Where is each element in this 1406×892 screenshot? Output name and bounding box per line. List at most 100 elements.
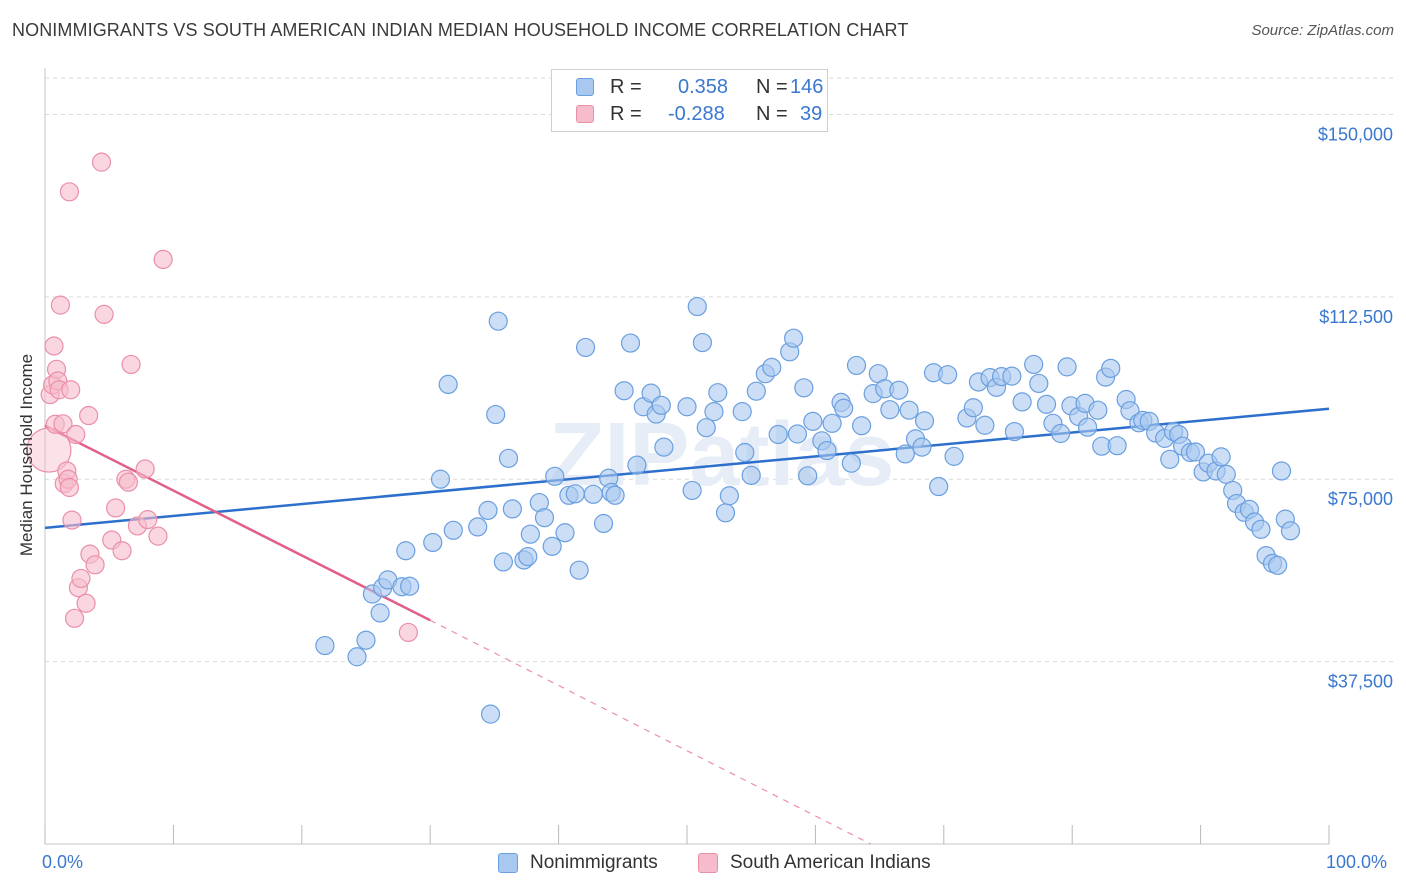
point-nonimmigrants — [1216, 464, 1236, 484]
point-nonimmigrants — [1057, 357, 1077, 377]
trend-line-nonimmigrants — [44, 407, 1330, 530]
point-nonimmigrants — [1185, 442, 1206, 462]
legend-r-value: -0.288 — [668, 103, 725, 125]
point-nonimmigrants — [480, 704, 501, 724]
legend-r-value: 0.358 — [678, 76, 729, 98]
point-nonimmigrants — [768, 424, 788, 445]
point-nonimmigrants — [1078, 417, 1098, 437]
source-label: Source: ZipAtlas.com — [1251, 22, 1394, 39]
point-nonimmigrants — [1012, 392, 1032, 412]
point-nonimmigrants — [502, 499, 522, 519]
point-nonimmigrants — [715, 503, 736, 523]
point-nonimmigrants — [687, 296, 707, 317]
point-nonimmigrants — [1036, 394, 1057, 414]
point-nonimmigrants — [963, 398, 983, 418]
point-nonimmigrants — [914, 411, 935, 431]
y-tick-label: $112,500 — [1319, 307, 1393, 327]
point-nonimmigrants — [534, 508, 555, 528]
point-nonimmigrants — [347, 647, 367, 667]
point-nonimmigrants — [1251, 519, 1271, 539]
point-nonimmigrants — [822, 413, 842, 433]
bottom-legend-swatch-pink — [698, 853, 718, 873]
point-south-american-indians — [112, 541, 132, 561]
point-nonimmigrants — [944, 446, 964, 466]
point-nonimmigrants — [817, 440, 837, 461]
point-south-american-indians — [62, 510, 82, 530]
point-nonimmigrants — [518, 546, 538, 567]
point-nonimmigrants — [708, 383, 728, 403]
point-nonimmigrants — [315, 635, 335, 656]
point-nonimmigrants — [583, 484, 603, 504]
point-nonimmigrants — [1002, 366, 1022, 386]
y-tick-label: $75,000 — [1328, 489, 1393, 509]
point-nonimmigrants — [929, 476, 949, 497]
legend-swatch-pink — [576, 105, 594, 123]
point-nonimmigrants — [852, 416, 872, 436]
point-nonimmigrants — [899, 400, 919, 420]
point-nonimmigrants — [488, 311, 508, 331]
point-nonimmigrants — [1088, 400, 1108, 420]
point-nonimmigrants — [895, 444, 915, 464]
point-south-american-indians — [66, 424, 86, 445]
point-nonimmigrants — [696, 418, 716, 438]
point-south-american-indians — [53, 414, 73, 434]
point-nonimmigrants — [555, 523, 575, 543]
chart-title: NONIMMIGRANTS VS SOUTH AMERICAN INDIAN M… — [12, 20, 909, 40]
y-tick-label: $37,500 — [1328, 672, 1393, 692]
point-nonimmigrants — [692, 332, 713, 353]
y-tick-labels: $37,500 $75,000 $112,500 $150,000 — [1318, 124, 1393, 691]
legend-n-label: N = — [756, 103, 788, 125]
point-nonimmigrants — [1029, 373, 1049, 394]
x-tick-label-min: 0.0% — [42, 852, 84, 872]
point-south-american-indians — [85, 555, 105, 575]
point-nonimmigrants — [975, 415, 995, 435]
point-nonimmigrants — [654, 437, 674, 457]
bottom-legend-label: Nonimmigrants — [530, 852, 658, 873]
point-nonimmigrants — [889, 380, 909, 400]
point-south-american-indians — [59, 477, 79, 498]
point-nonimmigrants — [605, 485, 625, 505]
legend-r-label: R = — [610, 103, 642, 125]
point-nonimmigrants — [486, 404, 506, 425]
point-nonimmigrants — [627, 455, 647, 475]
point-nonimmigrants — [1051, 423, 1071, 444]
point-nonimmigrants — [493, 552, 513, 572]
point-south-american-indians — [135, 459, 155, 479]
point-nonimmigrants — [1211, 447, 1231, 467]
point-nonimmigrants — [732, 402, 752, 422]
point-south-american-indians — [76, 593, 96, 613]
point-nonimmigrants — [430, 469, 451, 489]
point-nonimmigrants — [938, 365, 958, 385]
point-nonimmigrants — [719, 486, 739, 506]
point-nonimmigrants — [565, 484, 585, 504]
point-nonimmigrants — [620, 333, 641, 353]
point-south-american-indians — [398, 622, 418, 643]
point-south-american-indians — [64, 608, 85, 628]
point-nonimmigrants — [912, 437, 932, 457]
point-nonimmigrants — [545, 466, 565, 486]
legend-swatch-blue — [576, 78, 594, 96]
point-south-american-indians — [61, 380, 81, 400]
point-south-american-indians — [94, 304, 114, 324]
point-south-american-indians — [106, 498, 126, 518]
trend-line-extension-south-american-indians — [429, 619, 871, 845]
point-nonimmigrants — [542, 536, 562, 556]
point-nonimmigrants — [1280, 521, 1301, 541]
point-south-american-indians — [148, 526, 168, 546]
bottom-legend-label: South American Indians — [730, 852, 931, 873]
point-nonimmigrants — [1268, 555, 1288, 575]
point-nonimmigrants — [569, 560, 589, 580]
point-nonimmigrants — [520, 524, 540, 544]
point-nonimmigrants — [834, 398, 854, 418]
point-nonimmigrants — [356, 630, 376, 650]
point-nonimmigrants — [478, 500, 498, 520]
point-south-american-indians — [71, 568, 91, 589]
legend-n-value: 39 — [800, 103, 823, 125]
point-nonimmigrants — [787, 424, 808, 444]
point-nonimmigrants — [798, 466, 818, 486]
point-nonimmigrants — [593, 513, 614, 534]
point-nonimmigrants — [1024, 354, 1044, 375]
legend-n-label: N = — [756, 76, 788, 98]
point-nonimmigrants — [438, 374, 458, 394]
